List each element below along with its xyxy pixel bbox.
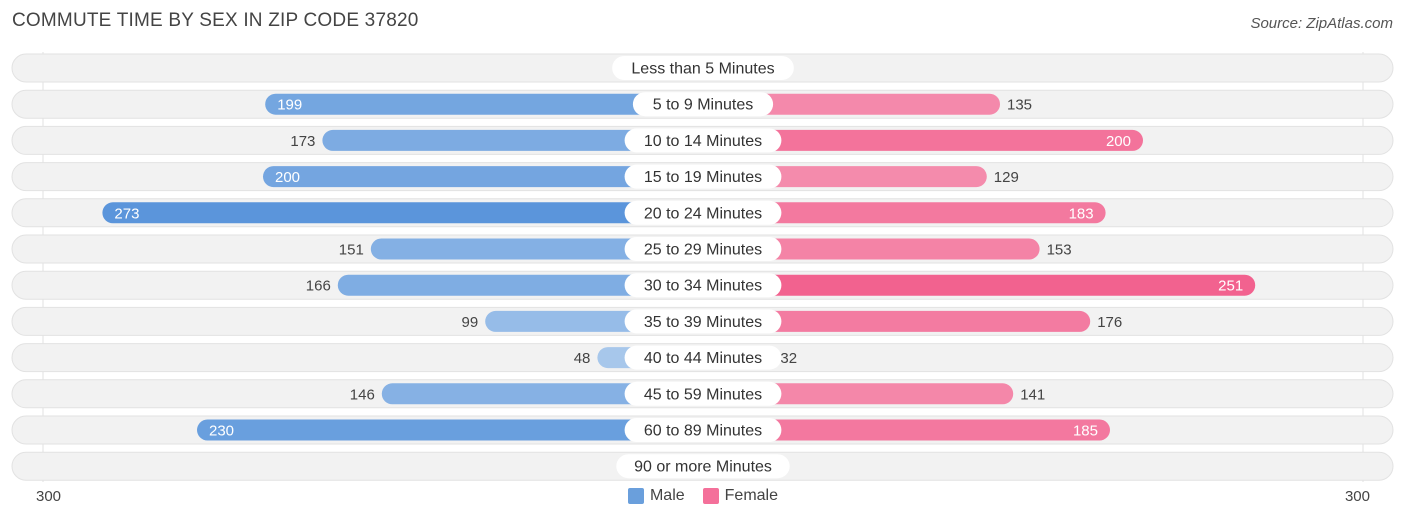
legend: Male Female — [0, 487, 1406, 505]
category-label-background — [624, 237, 782, 261]
female-value-label: 141 — [1020, 386, 1045, 403]
source-note: Source: ZipAtlas.com — [1250, 15, 1393, 32]
female-value-label: 200 — [1106, 133, 1131, 150]
category-label-background — [624, 273, 782, 298]
male-value-label: 199 — [277, 97, 302, 114]
bar-female — [703, 383, 1014, 405]
legend-item-male[interactable]: Male — [627, 487, 685, 505]
bar-female — [703, 238, 1040, 260]
category-label: 35 to 39 Minutes — [644, 314, 762, 331]
male-value-label: 273 — [114, 205, 139, 222]
male-value-label: 146 — [350, 386, 375, 403]
female-value-label: 185 — [1073, 423, 1098, 440]
category-label: 30 to 34 Minutes — [644, 278, 762, 295]
female-value-label: 129 — [994, 169, 1019, 186]
category-label: 90 or more Minutes — [634, 459, 772, 476]
axis-right-label: 300 — [1344, 488, 1370, 505]
female-value-label: 176 — [1097, 314, 1122, 331]
category-label-background — [624, 164, 782, 189]
category-label-background — [624, 418, 782, 442]
bar-male — [381, 383, 703, 405]
chart-title: COMMUTE TIME BY SEX IN ZIP CODE 37820 — [12, 10, 419, 31]
female-value-label: 32 — [780, 350, 797, 367]
bar-male — [197, 419, 703, 441]
bar-male — [370, 238, 703, 260]
category-label: 60 to 89 Minutes — [644, 423, 762, 440]
legend-swatch-male — [627, 488, 644, 504]
category-label-background — [624, 381, 782, 406]
category-label: 10 to 14 Minutes — [644, 133, 762, 150]
category-label-background — [624, 345, 782, 370]
bar-male — [322, 129, 703, 151]
bar-male — [102, 202, 703, 224]
male-value-label: 166 — [306, 278, 331, 295]
axis-left-label: 300 — [36, 488, 62, 505]
male-value-label: 48 — [574, 350, 591, 367]
category-label-background — [616, 454, 790, 479]
category-label: 45 to 59 Minutes — [644, 386, 762, 403]
bar-female — [703, 93, 1000, 115]
bar-female — [703, 202, 1106, 224]
category-label-background — [612, 56, 794, 80]
legend-item-female[interactable]: Female — [702, 487, 779, 505]
category-label-background — [624, 309, 782, 334]
male-value-label: 173 — [290, 133, 315, 150]
bar-female — [703, 419, 1110, 441]
category-label: Less than 5 Minutes — [631, 61, 774, 78]
category-label: 15 to 19 Minutes — [644, 169, 762, 186]
bar-female — [703, 129, 1143, 151]
bar-male — [337, 274, 703, 296]
category-label-background — [624, 200, 782, 225]
category-label: 40 to 44 Minutes — [644, 350, 762, 367]
legend-swatch-female — [702, 488, 719, 504]
category-label: 5 to 9 Minutes — [653, 97, 754, 114]
category-label-background — [632, 92, 774, 117]
bar-female — [703, 274, 1256, 296]
category-label: 25 to 29 Minutes — [644, 242, 762, 259]
legend-label-female: Female — [724, 487, 779, 504]
female-value-label: 251 — [1218, 278, 1243, 295]
male-value-label: 99 — [462, 314, 479, 331]
bar-male — [263, 166, 703, 188]
male-value-label: 230 — [209, 423, 234, 440]
female-value-label: 153 — [1047, 242, 1072, 259]
bar-female — [703, 310, 1091, 332]
bar-male — [265, 93, 703, 115]
female-value-label: 135 — [1007, 97, 1032, 114]
legend-label-male: Male — [649, 487, 685, 504]
female-value-label: 183 — [1069, 205, 1094, 222]
male-value-label: 200 — [275, 169, 300, 186]
male-value-label: 151 — [339, 242, 364, 259]
category-label-background — [624, 128, 782, 153]
category-label: 20 to 24 Minutes — [644, 205, 762, 222]
